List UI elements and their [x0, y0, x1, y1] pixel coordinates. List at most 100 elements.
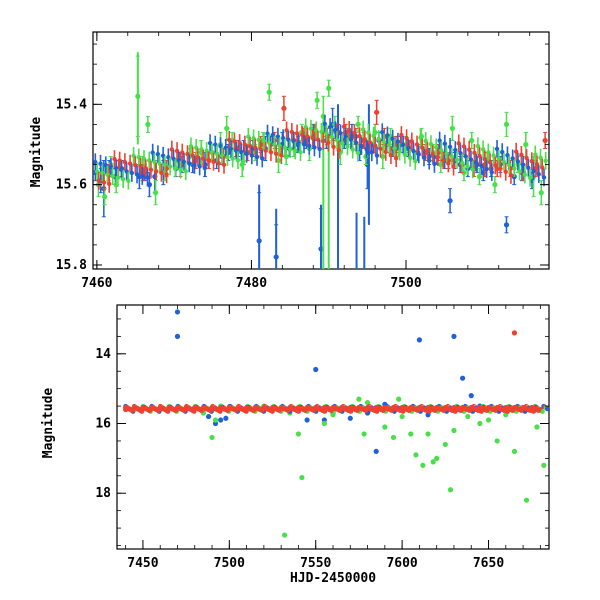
band-point	[235, 157, 241, 163]
band-point	[545, 406, 549, 412]
band-point	[96, 178, 101, 184]
band-point	[531, 168, 536, 174]
data-point	[373, 448, 379, 454]
top-ylabel: Magnitude	[29, 117, 44, 188]
band-point	[293, 148, 298, 153]
data-point	[438, 161, 444, 168]
data-point	[408, 431, 414, 437]
data-point	[382, 424, 388, 430]
data-point	[534, 424, 540, 430]
band-point	[230, 156, 235, 161]
band-point	[279, 153, 284, 158]
data-point	[434, 455, 440, 461]
band-point	[359, 143, 364, 149]
data-points	[123, 309, 549, 538]
band-point	[287, 146, 293, 152]
x-tick-label: 7600	[386, 556, 417, 571]
data-point	[318, 246, 324, 252]
band-point	[536, 172, 541, 177]
band-point	[393, 156, 399, 161]
band-point	[260, 156, 265, 161]
y-tick-label: 18	[95, 486, 111, 501]
data-point	[273, 254, 279, 260]
data-point	[396, 396, 402, 402]
data-point	[425, 431, 431, 437]
data-point	[477, 420, 483, 427]
data-point	[256, 238, 262, 244]
band-point	[320, 138, 326, 144]
data-point	[541, 462, 547, 468]
band-point	[407, 155, 413, 161]
band-point	[369, 150, 375, 155]
data-point	[469, 137, 475, 144]
band-point	[473, 160, 479, 165]
band-point	[536, 407, 542, 413]
data-point	[281, 105, 287, 111]
data-point	[538, 190, 544, 196]
band-point	[101, 180, 107, 185]
data-point	[399, 413, 405, 420]
y-tick-label: 15.4	[56, 97, 87, 112]
band-point	[120, 177, 126, 182]
bottom-panel-ticks: 7450 7500 7550 7600 7650 14 16 18	[95, 305, 549, 571]
band-point	[527, 175, 533, 180]
x-tick-label: 7460	[81, 276, 112, 291]
band-point	[541, 175, 547, 180]
data-point	[465, 413, 471, 420]
band-point	[378, 146, 383, 151]
data-point	[447, 198, 453, 204]
bottom-panel-data	[123, 309, 549, 538]
top-panel: 7460 7480 7500 15.4 15.6 15.8 Magnitude	[29, 31, 550, 291]
data-point	[503, 222, 510, 228]
band-point	[164, 172, 169, 177]
x-tick-label: 7550	[300, 556, 331, 571]
band-point	[268, 150, 274, 155]
band-point	[129, 170, 135, 176]
band-point	[498, 166, 503, 171]
data-point	[355, 121, 361, 127]
data-point	[449, 125, 455, 132]
data-point	[460, 375, 466, 381]
band-point	[503, 169, 508, 175]
data-point	[282, 532, 288, 538]
band-point	[345, 144, 350, 149]
band-point	[249, 153, 255, 158]
x-tick-label: 7500	[214, 556, 245, 571]
band-point	[107, 181, 112, 187]
bottom-panel: 7450 7500 7550 7600 7650 14 16 18 Magnitude HJD…	[41, 304, 550, 586]
band-point	[282, 145, 288, 150]
band-point	[460, 160, 465, 166]
data-point	[442, 441, 448, 448]
band-point	[202, 165, 208, 171]
band-point	[221, 162, 227, 168]
data-point	[205, 413, 212, 420]
band-point	[187, 161, 192, 166]
band-point	[355, 150, 361, 155]
band-point	[413, 158, 418, 164]
band-point	[312, 145, 317, 150]
data-point	[523, 497, 530, 503]
x-tick-label: 7450	[127, 556, 158, 571]
data-point	[135, 93, 141, 99]
y-tick-label: 15.6	[56, 178, 87, 193]
data-point	[295, 431, 302, 437]
data-point	[299, 474, 305, 481]
data-point	[101, 194, 108, 200]
data-point	[209, 434, 215, 441]
band-point	[211, 159, 216, 164]
data-point	[380, 153, 386, 160]
band-point	[317, 146, 322, 152]
band-point	[465, 164, 470, 169]
band-point	[153, 169, 159, 174]
band-point	[427, 158, 432, 163]
band-point	[110, 173, 115, 179]
band-point	[522, 172, 528, 177]
band-point	[183, 169, 188, 174]
band-point	[416, 152, 421, 157]
y-tick-label: 15.8	[56, 258, 87, 273]
band-point	[197, 164, 202, 169]
band-point	[298, 149, 303, 155]
band-point	[543, 158, 548, 163]
data-point	[326, 85, 332, 91]
data-point	[174, 333, 181, 339]
